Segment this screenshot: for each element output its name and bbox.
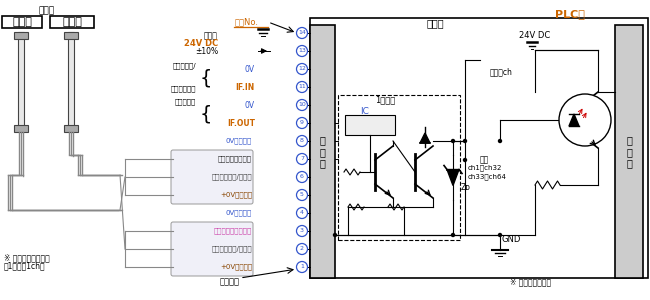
Text: 感測器: 感測器 bbox=[204, 32, 218, 40]
Text: IF.OUT: IF.OUT bbox=[227, 118, 255, 127]
Text: 防干擾輸出: 防干擾輸出 bbox=[175, 99, 196, 105]
Circle shape bbox=[296, 262, 307, 272]
Bar bbox=[50, 16, 94, 28]
Bar bbox=[14, 125, 28, 132]
Polygon shape bbox=[420, 133, 430, 143]
Circle shape bbox=[333, 233, 337, 236]
Text: 至其它ch: 至其它ch bbox=[490, 68, 513, 76]
Text: 外部輸入線（粉色）: 外部輸入線（粉色） bbox=[214, 228, 252, 234]
Circle shape bbox=[296, 100, 307, 110]
Text: 0V: 0V bbox=[245, 100, 255, 109]
Circle shape bbox=[296, 172, 307, 182]
Bar bbox=[310, 25, 335, 278]
Text: ch1～ch32: ch1～ch32 bbox=[468, 165, 502, 171]
Circle shape bbox=[296, 82, 307, 92]
Text: 24V DC: 24V DC bbox=[184, 40, 218, 49]
Text: 0V（藍色）: 0V（藍色） bbox=[226, 138, 252, 144]
Text: GND: GND bbox=[502, 236, 521, 244]
Bar bbox=[345, 115, 395, 135]
Circle shape bbox=[499, 140, 502, 142]
Bar bbox=[64, 32, 78, 39]
Bar bbox=[338, 95, 460, 240]
Circle shape bbox=[559, 94, 611, 146]
Text: 同步線（橙色/紫色）: 同步線（橙色/紫色） bbox=[211, 174, 252, 180]
FancyBboxPatch shape bbox=[171, 222, 253, 276]
Text: 受光器: 受光器 bbox=[62, 17, 82, 27]
Bar bbox=[615, 25, 643, 278]
Circle shape bbox=[296, 46, 307, 56]
Circle shape bbox=[296, 244, 307, 254]
Text: PLC等: PLC等 bbox=[555, 9, 585, 19]
Circle shape bbox=[463, 140, 467, 142]
Circle shape bbox=[296, 154, 307, 164]
Text: IF.IN: IF.IN bbox=[236, 82, 255, 91]
Text: 14: 14 bbox=[298, 31, 306, 35]
Bar bbox=[68, 32, 74, 132]
Bar bbox=[310, 18, 648, 278]
Text: +0V（褐色）: +0V（褐色） bbox=[220, 192, 252, 198]
Text: 通道檢查輸入: 通道檢查輸入 bbox=[170, 86, 196, 92]
Bar bbox=[64, 125, 78, 132]
Text: Zᴅ: Zᴅ bbox=[461, 183, 471, 192]
Text: 13: 13 bbox=[298, 49, 306, 53]
Text: 感測器: 感測器 bbox=[39, 7, 55, 16]
Text: 11: 11 bbox=[298, 85, 306, 89]
Text: 主
電
路: 主 電 路 bbox=[319, 135, 325, 169]
Text: 7: 7 bbox=[300, 157, 304, 161]
Circle shape bbox=[296, 28, 307, 38]
Text: 主
電
路: 主 電 路 bbox=[626, 135, 632, 169]
FancyBboxPatch shape bbox=[171, 150, 253, 204]
Polygon shape bbox=[569, 114, 579, 126]
Text: IC: IC bbox=[361, 107, 369, 116]
Text: 8: 8 bbox=[300, 139, 304, 143]
Text: 輸出: 輸出 bbox=[480, 155, 489, 164]
Text: 6: 6 bbox=[300, 175, 304, 179]
Text: 10: 10 bbox=[298, 103, 306, 107]
Text: 9: 9 bbox=[300, 121, 304, 125]
Circle shape bbox=[296, 118, 307, 128]
Text: 數據輸出（黑色）: 數據輸出（黑色） bbox=[218, 156, 252, 162]
Text: 導線顏色: 導線顏色 bbox=[220, 278, 240, 286]
Text: 5: 5 bbox=[300, 193, 304, 197]
Text: ※ 感測器的電線側為: ※ 感測器的電線側為 bbox=[4, 254, 50, 262]
Circle shape bbox=[463, 158, 467, 161]
Circle shape bbox=[499, 233, 502, 236]
Text: 1: 1 bbox=[300, 265, 304, 269]
Bar bbox=[14, 32, 28, 39]
Circle shape bbox=[296, 208, 307, 218]
Text: ±10%: ±10% bbox=[195, 46, 218, 56]
Text: 1個通道: 1個通道 bbox=[375, 95, 395, 104]
Text: 4: 4 bbox=[300, 211, 304, 215]
Circle shape bbox=[452, 233, 454, 236]
Text: 同步線（橙色/紫色）: 同步線（橙色/紫色） bbox=[211, 246, 252, 252]
Text: 24V DC: 24V DC bbox=[519, 31, 551, 40]
Text: 0V: 0V bbox=[245, 64, 255, 74]
Circle shape bbox=[296, 136, 307, 146]
Text: 12: 12 bbox=[298, 67, 306, 71]
Polygon shape bbox=[447, 169, 459, 185]
Bar bbox=[18, 32, 24, 132]
Text: 3: 3 bbox=[300, 229, 304, 233]
Circle shape bbox=[296, 64, 307, 74]
Text: 0V（藍色）: 0V（藍色） bbox=[226, 210, 252, 216]
Bar bbox=[2, 16, 42, 28]
Text: 防干擾輸入/: 防干擾輸入/ bbox=[172, 63, 196, 69]
Text: 端子No.: 端子No. bbox=[235, 17, 259, 26]
Circle shape bbox=[296, 226, 307, 236]
Circle shape bbox=[452, 140, 454, 142]
Text: 投光器: 投光器 bbox=[12, 17, 32, 27]
Text: 2: 2 bbox=[300, 247, 304, 251]
Text: {: { bbox=[200, 68, 212, 88]
Text: {: { bbox=[200, 104, 212, 124]
Text: +0V（褐色）: +0V（褐色） bbox=[220, 264, 252, 270]
Text: ch33～ch64: ch33～ch64 bbox=[468, 174, 507, 180]
Text: 控制板: 控制板 bbox=[426, 18, 444, 28]
Circle shape bbox=[296, 190, 307, 200]
Text: ※ 單輸出的電路例: ※ 單輸出的電路例 bbox=[510, 278, 551, 286]
Text: 第1光軸（1ch）: 第1光軸（1ch） bbox=[4, 262, 46, 271]
